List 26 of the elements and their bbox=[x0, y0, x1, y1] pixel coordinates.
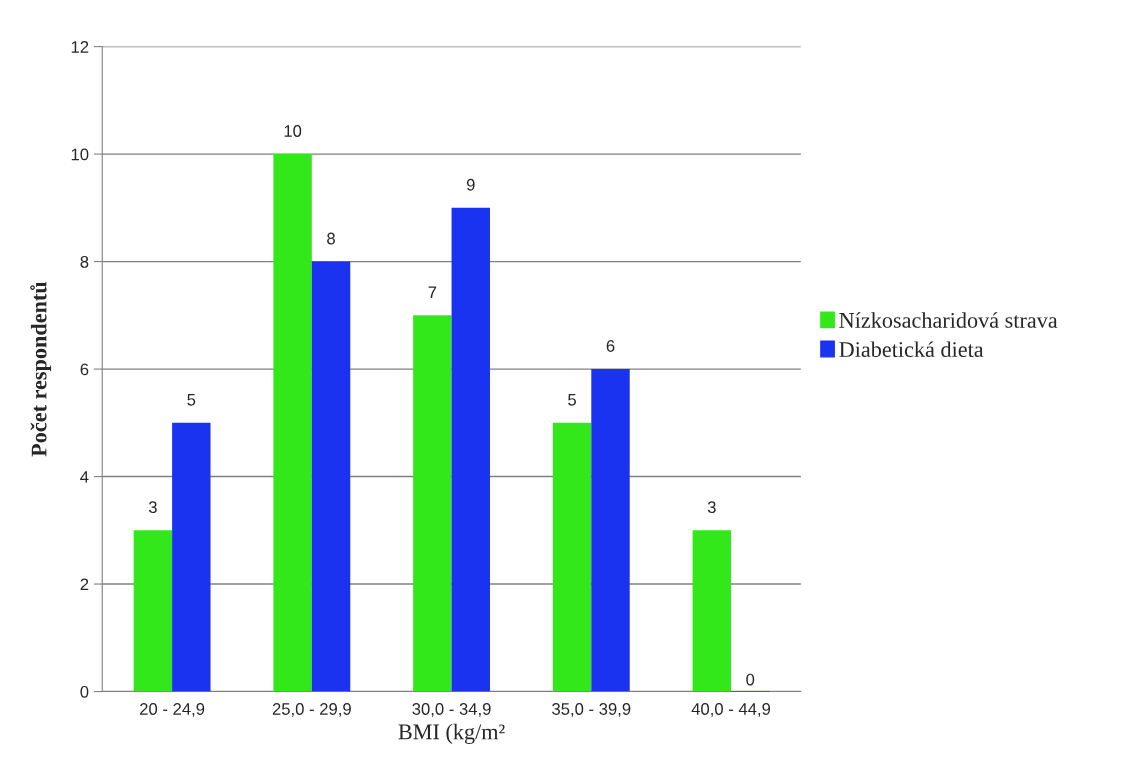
data-label: 5 bbox=[568, 394, 577, 406]
x-tick-label: 30,0 - 34,9 bbox=[412, 703, 491, 717]
data-label: 9 bbox=[466, 178, 475, 191]
y-axis-title: Počet respondentů bbox=[30, 281, 52, 457]
data-label: 5 bbox=[187, 394, 196, 406]
y-tick-label: 10 bbox=[71, 148, 89, 161]
x-tick-label: 40,0 - 44,9 bbox=[691, 703, 771, 717]
legend-label: Diabetická dieta bbox=[839, 341, 984, 358]
data-label: 6 bbox=[606, 340, 615, 352]
y-tick-label: 6 bbox=[80, 363, 89, 376]
y-tick-label: 0 bbox=[80, 685, 89, 698]
x-tick-label: 35,0 - 39,9 bbox=[552, 703, 631, 717]
x-tick-label: 25,0 - 29,9 bbox=[272, 703, 351, 717]
x-axis-title: BMI (kg/m² bbox=[398, 723, 505, 744]
y-tick-label: 4 bbox=[80, 471, 89, 483]
data-label: 8 bbox=[327, 232, 335, 245]
data-label: 10 bbox=[284, 125, 302, 137]
y-tick-label: 2 bbox=[80, 578, 89, 591]
legend-label: Nízkosacharidová strava bbox=[839, 312, 1058, 328]
data-label: 3 bbox=[707, 501, 716, 514]
data-label: 0 bbox=[746, 673, 755, 686]
data-label: 3 bbox=[148, 501, 157, 514]
y-tick-label: 8 bbox=[80, 255, 89, 268]
data-label: 7 bbox=[428, 286, 437, 298]
y-tick-label: 12 bbox=[71, 41, 89, 53]
x-tick-label: 20 - 24,9 bbox=[140, 703, 205, 717]
